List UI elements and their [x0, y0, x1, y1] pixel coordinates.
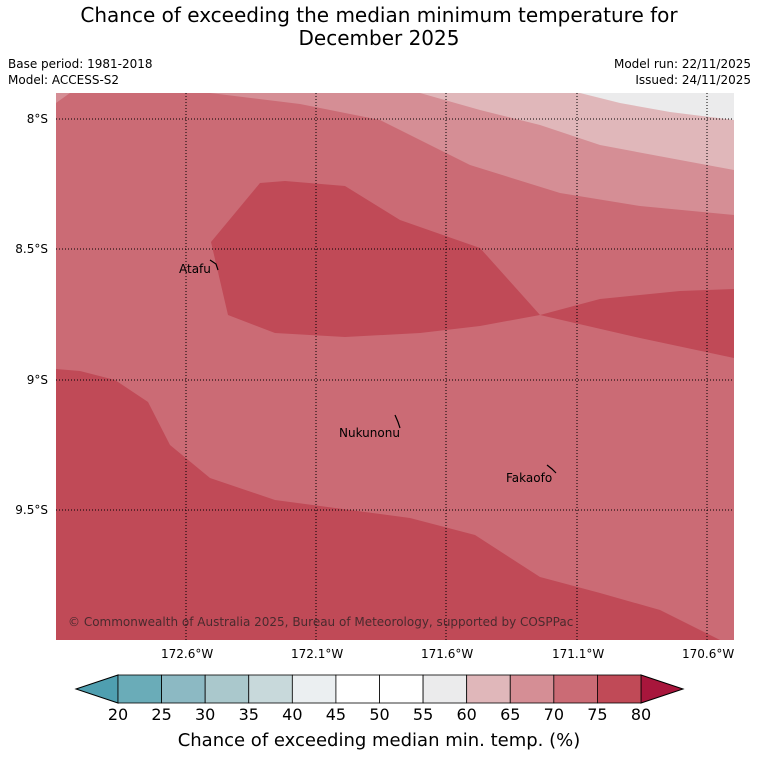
- meta-right: Model run: 22/11/2025 Issued: 24/11/2025: [614, 56, 751, 88]
- copyright-text: © Commonwealth of Australia 2025, Bureau…: [68, 615, 574, 629]
- colorbar-segment-40-45: [291, 674, 337, 704]
- lat-label-8.5S: 8.5°S: [15, 242, 48, 256]
- page-title: Chance of exceeding the median minimum t…: [0, 4, 758, 50]
- colorbar: [74, 674, 685, 704]
- meta-left: Base period: 1981-2018 Model: ACCESS-S2: [8, 56, 153, 88]
- colorbar-segment-50-55: [379, 674, 424, 704]
- issued-text: Issued: 24/11/2025: [635, 73, 751, 87]
- islands: [209, 259, 557, 474]
- lon-label-171.1W: 171.1°W: [552, 647, 605, 661]
- colorbar-segment-35-40: [248, 674, 293, 704]
- colorbar-tick-75: 75: [587, 705, 608, 724]
- lon-label-172.6W: 172.6°W: [161, 647, 214, 661]
- region-75-80-north: [211, 181, 734, 358]
- colorbar-tick-60: 60: [456, 705, 477, 724]
- lon-label-171.6W: 171.6°W: [421, 647, 474, 661]
- colorbar-tick-80: 80: [630, 705, 652, 724]
- colorbar-segment-45-50: [335, 674, 380, 704]
- model-run-text: Model run: 22/11/2025: [613, 57, 751, 71]
- colorbar-segment-55-60: [422, 674, 468, 704]
- lon-label-170.6W: 170.6°W: [682, 647, 735, 661]
- place-label-atafu: Atafu: [179, 262, 211, 276]
- colorbar-segment-65-70: [509, 674, 555, 704]
- region-60-65: [420, 93, 734, 170]
- colorbar-segment-70-75: [553, 674, 598, 704]
- colorbar-tick-20: 20: [107, 705, 129, 724]
- lat-label-9S: 9°S: [26, 373, 48, 387]
- colorbar-tick-70: 70: [543, 705, 564, 724]
- colorbar-tick-40: 40: [282, 705, 303, 724]
- colorbar-segment-20-25: [117, 674, 162, 704]
- colorbar-title: Chance of exceeding median min. temp. (%…: [177, 730, 581, 751]
- colorbar-segment-75-80: [597, 674, 642, 704]
- colorbar-segment-60-65: [466, 674, 511, 704]
- colorbar-segment-25-30: [161, 674, 206, 704]
- region-75-80-south: [56, 369, 720, 640]
- colorbar-tick-65: 65: [500, 705, 521, 724]
- colorbar-segment-30-35: [204, 674, 250, 704]
- colorbar-low-extend: [74, 674, 119, 704]
- fakaofo-island-outline: [546, 464, 557, 474]
- place-label-fakaofo: Fakaofo: [506, 471, 553, 485]
- lat-label-8S: 8°S: [26, 112, 48, 126]
- base-period-text: Base period: 1981-2018: [8, 57, 153, 71]
- lon-label-172.1W: 172.1°W: [291, 647, 344, 661]
- colorbar-tick-45: 45: [325, 705, 347, 724]
- colorbar-tick-35: 35: [238, 705, 259, 724]
- colorbar-tick-55: 55: [412, 705, 434, 724]
- model-text: Model: ACCESS-S2: [8, 73, 120, 87]
- nukunonu-island-outline: [394, 414, 401, 429]
- colorbar-tick-30: 30: [194, 705, 216, 724]
- place-label-nukunonu: Nukunonu: [339, 426, 400, 440]
- title-line-1: Chance of exceeding the median minimum t…: [80, 3, 678, 27]
- colorbar-tick-50: 50: [369, 705, 390, 724]
- gridlines: [56, 93, 734, 640]
- atafu-island-outline: [209, 259, 219, 271]
- title-line-2: December 2025: [298, 26, 460, 50]
- lat-label-9.5S: 9.5°S: [15, 503, 48, 517]
- colorbar-tick-25: 25: [151, 705, 172, 724]
- region-55-60: [580, 93, 734, 120]
- colorbar-high-extend: [640, 674, 685, 704]
- map-area: [56, 93, 734, 640]
